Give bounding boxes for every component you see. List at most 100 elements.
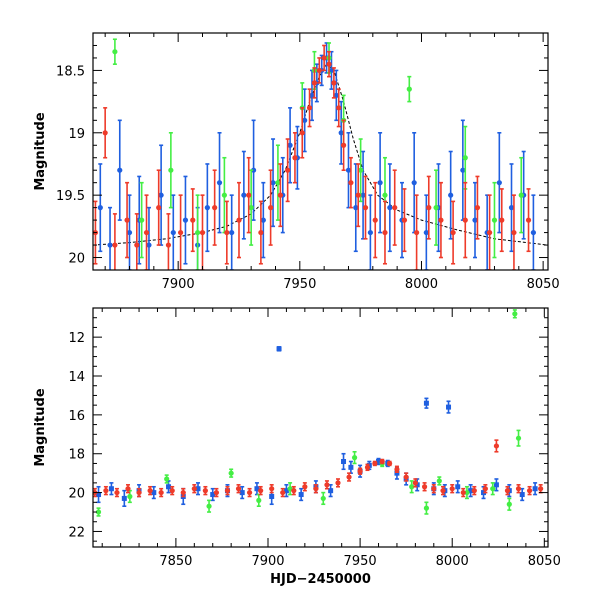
data-point — [170, 229, 176, 236]
data-point — [195, 486, 201, 492]
data-point — [246, 489, 253, 496]
data-point — [472, 217, 478, 223]
data-point — [124, 217, 130, 223]
y-axis-label: Magnitude — [33, 112, 48, 191]
data-point — [355, 192, 361, 198]
data-point — [333, 92, 339, 98]
data-point — [525, 217, 532, 223]
data-point — [299, 130, 305, 136]
plot-frame — [92, 307, 549, 548]
data-point — [177, 229, 184, 236]
top-panel: 7900 7950 8000 8050 18.5 19 19.5 20 Magnitude — [33, 32, 560, 292]
data-point — [241, 192, 247, 198]
data-point — [164, 476, 170, 482]
data-point — [346, 474, 352, 480]
x-tick-label: 8050 — [528, 554, 561, 569]
data-point — [328, 67, 335, 74]
x-tick-label: 8000 — [436, 554, 469, 569]
data-point — [250, 167, 257, 173]
data-point — [121, 495, 127, 501]
series-green — [95, 309, 522, 517]
data-point — [431, 486, 437, 492]
data-point — [158, 489, 164, 496]
y-tick-label: 19.5 — [56, 189, 85, 204]
data-point — [482, 486, 488, 492]
data-point — [338, 130, 344, 136]
data-point — [103, 488, 109, 494]
data-point — [125, 486, 131, 492]
data-point — [146, 242, 152, 248]
data-point — [246, 192, 252, 198]
data-point — [287, 142, 293, 148]
data-point — [450, 229, 456, 236]
data-point — [532, 486, 538, 492]
data-point — [235, 486, 242, 492]
data-point — [462, 155, 468, 161]
data-point — [377, 180, 383, 186]
data-point — [392, 205, 398, 211]
data-point — [491, 217, 498, 223]
data-point — [269, 486, 275, 492]
x-tick-label: 8000 — [405, 277, 438, 292]
data-point — [206, 503, 212, 509]
plot-area — [93, 309, 544, 517]
data-point — [277, 192, 283, 198]
data-point — [394, 466, 400, 472]
y-tick-label: 22 — [68, 525, 85, 540]
data-point — [460, 167, 466, 173]
data-point — [362, 205, 369, 211]
data-point — [316, 67, 322, 74]
data-point — [353, 205, 359, 211]
data-point — [421, 484, 428, 490]
data-point — [462, 217, 468, 223]
data-point — [348, 464, 354, 470]
data-point — [328, 488, 334, 494]
data-point — [499, 217, 505, 223]
data-point — [190, 217, 196, 223]
data-point — [490, 486, 496, 492]
data-point — [379, 458, 385, 465]
data-point — [423, 400, 429, 406]
data-point — [283, 488, 289, 494]
data-point — [449, 486, 455, 492]
data-point — [270, 180, 276, 186]
data-point — [351, 455, 358, 461]
y-tick-label: 19 — [68, 127, 85, 142]
data-point — [224, 488, 231, 494]
data-point — [376, 459, 382, 465]
data-point — [382, 192, 388, 198]
data-point — [518, 192, 524, 198]
data-point — [309, 92, 315, 98]
y-axis-label: Magnitude — [33, 388, 48, 467]
data-point — [268, 205, 274, 211]
data-point — [156, 205, 162, 211]
data-point — [97, 205, 103, 211]
data-point — [433, 205, 439, 211]
data-point — [364, 464, 371, 470]
data-point — [236, 217, 242, 223]
data-point — [440, 488, 446, 494]
data-point — [321, 55, 327, 61]
data-point — [341, 459, 347, 465]
data-point — [276, 346, 282, 352]
data-point — [436, 478, 442, 484]
data-point — [471, 488, 477, 494]
data-point — [248, 205, 254, 211]
series-red — [93, 44, 532, 270]
data-point — [412, 480, 418, 486]
data-point — [191, 486, 197, 492]
data-point — [331, 80, 337, 86]
data-point — [95, 509, 102, 515]
data-point — [493, 443, 500, 449]
data-point — [254, 486, 260, 492]
data-point — [166, 484, 172, 490]
data-point — [409, 484, 415, 490]
data-point — [306, 105, 313, 111]
x-tick-label: 7950 — [283, 277, 316, 292]
data-point — [511, 229, 517, 236]
data-point — [403, 474, 409, 480]
data-point — [112, 49, 118, 55]
data-point — [506, 501, 512, 507]
data-point — [228, 470, 234, 476]
data-point — [324, 482, 330, 488]
